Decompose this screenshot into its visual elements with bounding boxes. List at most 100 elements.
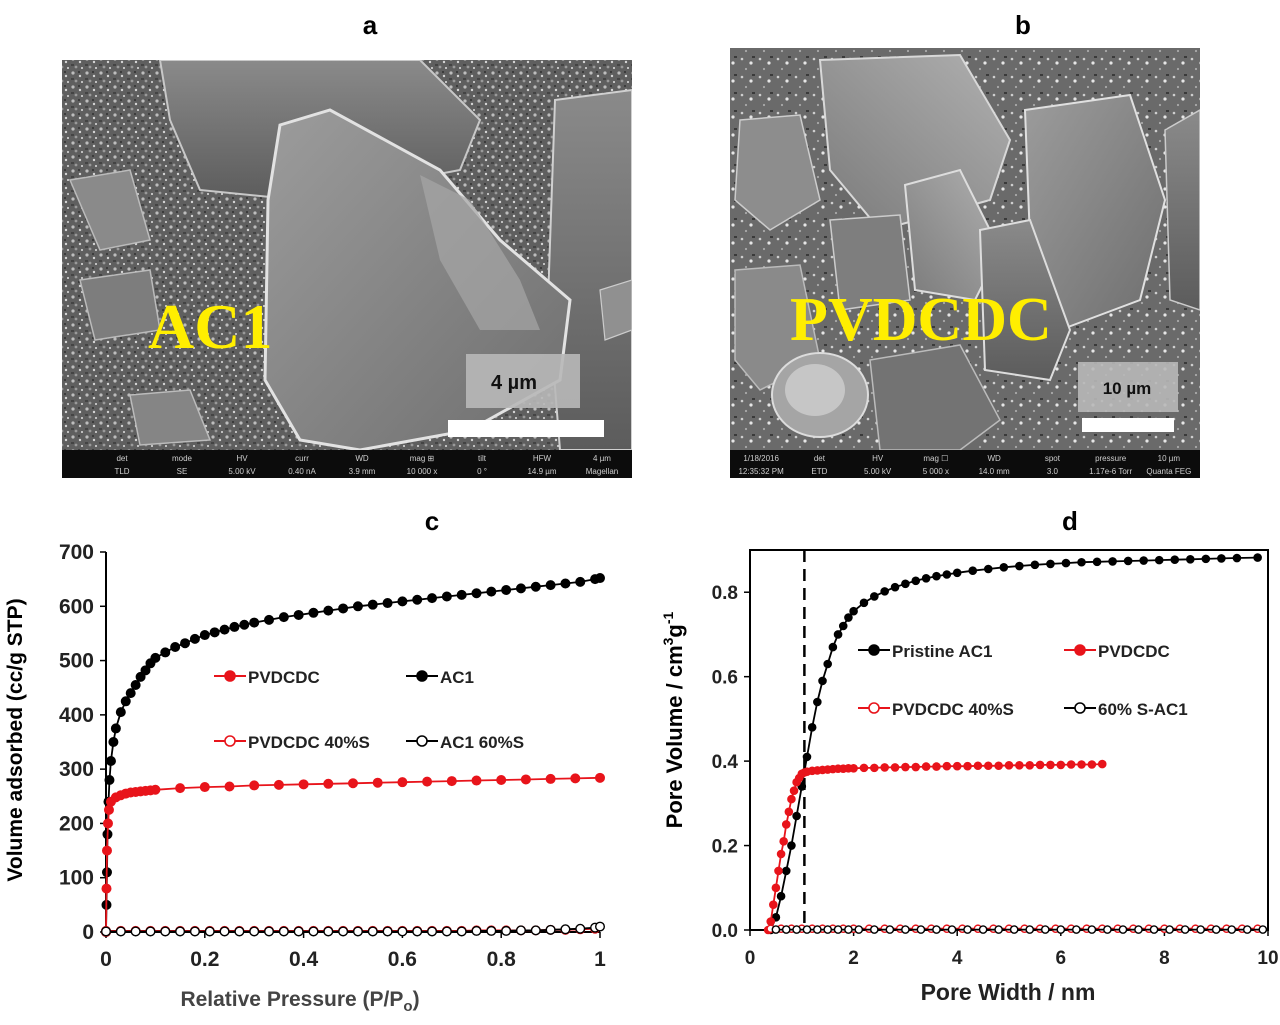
- data-point: [209, 627, 220, 638]
- data-point: [1211, 925, 1221, 934]
- data-point: [108, 737, 119, 748]
- legend-swatch-marker: [868, 702, 880, 714]
- x-tick-label: 2: [848, 948, 859, 969]
- infobar-cell: WD: [987, 454, 1001, 463]
- data-point: [323, 778, 334, 789]
- ac1-overlay-label: AC1: [148, 291, 272, 362]
- infobar-cell: WD: [355, 454, 369, 463]
- infobar-cell: ETD: [811, 467, 827, 476]
- infobar-cell: 5.00 kV: [864, 467, 892, 476]
- data-point: [1077, 557, 1086, 567]
- data-point: [456, 926, 467, 937]
- data-point: [234, 926, 245, 937]
- data-point: [776, 849, 786, 859]
- infobar-cell: 0 °: [477, 467, 487, 476]
- chart-d-ylabel: Pore Volume / cm3g-1: [660, 611, 687, 828]
- data-point: [771, 925, 781, 934]
- panel-a: a AC1 4 µm det mode HV curr WD mag ⊞ tilt HFW 4 …: [62, 10, 632, 478]
- data-point: [338, 926, 349, 937]
- data-point: [486, 925, 497, 936]
- x-tick-label: 10: [1257, 948, 1278, 969]
- data-point: [273, 779, 284, 790]
- data-point: [520, 774, 531, 785]
- legend-swatch-marker: [416, 670, 428, 682]
- data-point: [1009, 925, 1019, 934]
- legend-label: AC1: [440, 668, 474, 687]
- data-point: [1253, 553, 1262, 562]
- data-point: [249, 780, 260, 791]
- pvdcdc-overlay-label: PVDCDC: [790, 286, 1052, 354]
- data-point: [456, 589, 467, 600]
- data-point: [530, 581, 541, 592]
- data-point: [1030, 560, 1040, 570]
- data-point: [789, 786, 799, 795]
- data-point: [1258, 925, 1268, 934]
- data-point: [983, 761, 993, 771]
- data-point: [367, 599, 378, 610]
- data-point: [911, 762, 921, 772]
- data-point: [1227, 925, 1237, 934]
- data-point: [880, 763, 889, 772]
- data-point: [441, 926, 452, 937]
- data-point: [802, 752, 812, 762]
- data-point: [1201, 554, 1211, 564]
- chart-c-xlabel: Relative Pressure (P/Po): [180, 988, 419, 1015]
- data-point: [802, 925, 812, 934]
- data-point: [382, 598, 393, 609]
- data-point: [1186, 554, 1195, 564]
- data-point: [781, 866, 791, 876]
- data-point: [115, 926, 126, 937]
- x-tick-label: 1: [594, 948, 606, 971]
- sem-image-ac1: [62, 60, 632, 450]
- infobar-cell: det: [116, 454, 128, 463]
- y-tick-label: 0.4: [712, 752, 739, 773]
- data-point: [115, 707, 126, 718]
- data-point: [595, 772, 606, 783]
- data-point: [932, 571, 941, 581]
- data-point: [575, 576, 586, 587]
- data-point: [833, 925, 843, 934]
- data-point: [545, 773, 556, 784]
- legend-swatch-marker: [1074, 702, 1086, 714]
- data-point: [189, 633, 200, 644]
- data-point: [293, 926, 304, 937]
- data-point: [560, 924, 571, 935]
- scale-bar-a: [448, 420, 604, 437]
- data-point: [397, 777, 408, 788]
- data-point: [219, 926, 230, 937]
- y-tick-label: 100: [59, 867, 94, 890]
- legend-swatch-marker: [416, 735, 428, 747]
- data-point: [382, 926, 393, 937]
- series-line-ac1: [105, 577, 601, 933]
- data-point: [150, 652, 161, 663]
- panel-a-letter: a: [363, 10, 378, 40]
- data-point: [1180, 925, 1190, 934]
- chart-c-isotherm: c 0 0.2 0.4 0.6 0.8 1 0 100 200 300 400 500 600 700 P…: [4, 506, 606, 1015]
- data-point: [911, 576, 921, 586]
- infobar-cell: pressure: [1095, 454, 1127, 463]
- data-point: [766, 917, 776, 926]
- infobar-cell: TLD: [114, 467, 129, 476]
- infobar-cell: spot: [1045, 454, 1061, 463]
- y-tick-label: 500: [59, 650, 94, 673]
- data-point: [776, 891, 786, 901]
- data-point: [870, 592, 879, 601]
- data-point: [308, 926, 319, 937]
- data-point: [1035, 760, 1045, 770]
- data-point: [901, 762, 910, 772]
- data-point: [130, 926, 141, 937]
- data-point: [496, 775, 507, 786]
- data-point: [125, 688, 136, 699]
- y-tick-label: 0.0: [712, 921, 738, 942]
- data-point: [932, 762, 941, 771]
- data-point: [916, 925, 926, 934]
- data-point: [323, 605, 334, 616]
- data-point: [1217, 554, 1226, 563]
- data-point: [293, 609, 304, 620]
- data-point: [823, 659, 833, 669]
- data-point: [140, 665, 151, 676]
- data-point: [1066, 760, 1076, 769]
- plot-frame: [749, 549, 1269, 931]
- data-point: [278, 612, 289, 623]
- x-tick-label: 8: [1159, 948, 1170, 969]
